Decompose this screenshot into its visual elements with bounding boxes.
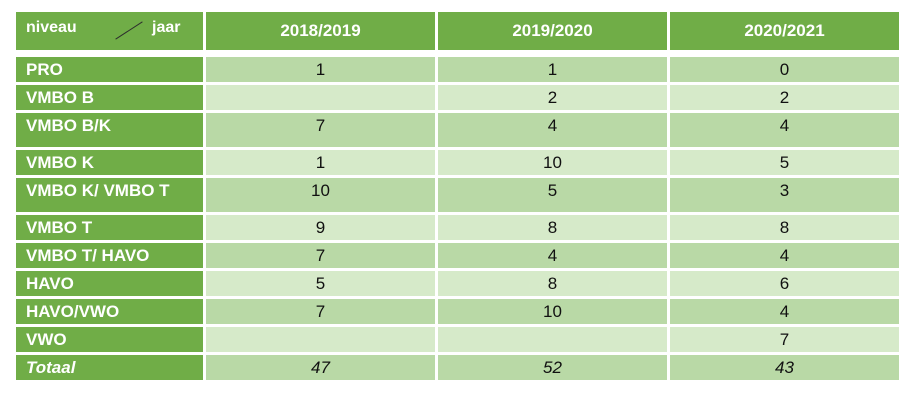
- data-table: niveau jaar 2018/2019 2019/2020 2020/202…: [13, 9, 902, 383]
- row-label: PRO: [16, 57, 203, 82]
- table-row: VMBO T/ HAVO 7 4 4: [16, 243, 899, 268]
- table-cell: 4: [438, 113, 667, 147]
- table-cell: 10: [206, 178, 435, 212]
- table-cell: 5: [670, 150, 899, 175]
- table-cell: 3: [670, 178, 899, 212]
- table-cell: 2: [670, 85, 899, 110]
- corner-label-jaar: jaar: [152, 19, 181, 36]
- table-cell: 4: [670, 113, 899, 147]
- table-cell: 9: [206, 215, 435, 240]
- table-cell: 0: [670, 57, 899, 82]
- row-label: VMBO K/ VMBO T: [16, 178, 203, 212]
- table-cell: 7: [670, 327, 899, 352]
- table-cell: 7: [206, 243, 435, 268]
- total-row: Totaal 47 52 43: [16, 355, 899, 380]
- table-cell: 5: [438, 178, 667, 212]
- table-row: VMBO B/K 7 4 4: [16, 113, 899, 147]
- table-cell: 4: [670, 243, 899, 268]
- table-row: HAVO/VWO 7 10 4: [16, 299, 899, 324]
- row-label: VMBO T: [16, 215, 203, 240]
- total-cell: 52: [438, 355, 667, 380]
- diagonal-slash: [115, 21, 143, 40]
- total-cell: 43: [670, 355, 899, 380]
- table-cell: 8: [438, 215, 667, 240]
- table-cell: 4: [438, 243, 667, 268]
- row-label: VMBO T/ HAVO: [16, 243, 203, 268]
- corner-header-cell: niveau jaar: [16, 12, 203, 50]
- corner-label-niveau: niveau: [26, 19, 77, 36]
- table-row: VMBO K 1 10 5: [16, 150, 899, 175]
- header-row: niveau jaar 2018/2019 2019/2020 2020/202…: [16, 12, 899, 50]
- table-cell: 8: [438, 271, 667, 296]
- table-row: PRO 1 1 0: [16, 57, 899, 82]
- table-cell: 10: [438, 150, 667, 175]
- header-spacer: [16, 53, 899, 54]
- table-row: VMBO B 2 2: [16, 85, 899, 110]
- table-cell: 7: [206, 299, 435, 324]
- row-label: VWO: [16, 327, 203, 352]
- table-cell: 1: [438, 57, 667, 82]
- table-cell: 4: [670, 299, 899, 324]
- table-cell: 1: [206, 150, 435, 175]
- row-label: VMBO B: [16, 85, 203, 110]
- table-cell: 8: [670, 215, 899, 240]
- table-cell: 5: [206, 271, 435, 296]
- row-label: HAVO/VWO: [16, 299, 203, 324]
- table-cell: 6: [670, 271, 899, 296]
- year-header: 2020/2021: [670, 12, 899, 50]
- table-cell: 1: [206, 57, 435, 82]
- table-cell: 10: [438, 299, 667, 324]
- table-cell: [438, 327, 667, 352]
- table-cell: 7: [206, 113, 435, 147]
- row-label: VMBO B/K: [16, 113, 203, 147]
- year-header: 2019/2020: [438, 12, 667, 50]
- year-header: 2018/2019: [206, 12, 435, 50]
- row-label: VMBO K: [16, 150, 203, 175]
- total-cell: 47: [206, 355, 435, 380]
- table-row: VMBO K/ VMBO T 10 5 3: [16, 178, 899, 212]
- table-cell: [206, 327, 435, 352]
- total-label: Totaal: [16, 355, 203, 380]
- table-row: VMBO T 9 8 8: [16, 215, 899, 240]
- table-row: HAVO 5 8 6: [16, 271, 899, 296]
- table-row: VWO 7: [16, 327, 899, 352]
- table-cell: [206, 85, 435, 110]
- row-label: HAVO: [16, 271, 203, 296]
- table-cell: 2: [438, 85, 667, 110]
